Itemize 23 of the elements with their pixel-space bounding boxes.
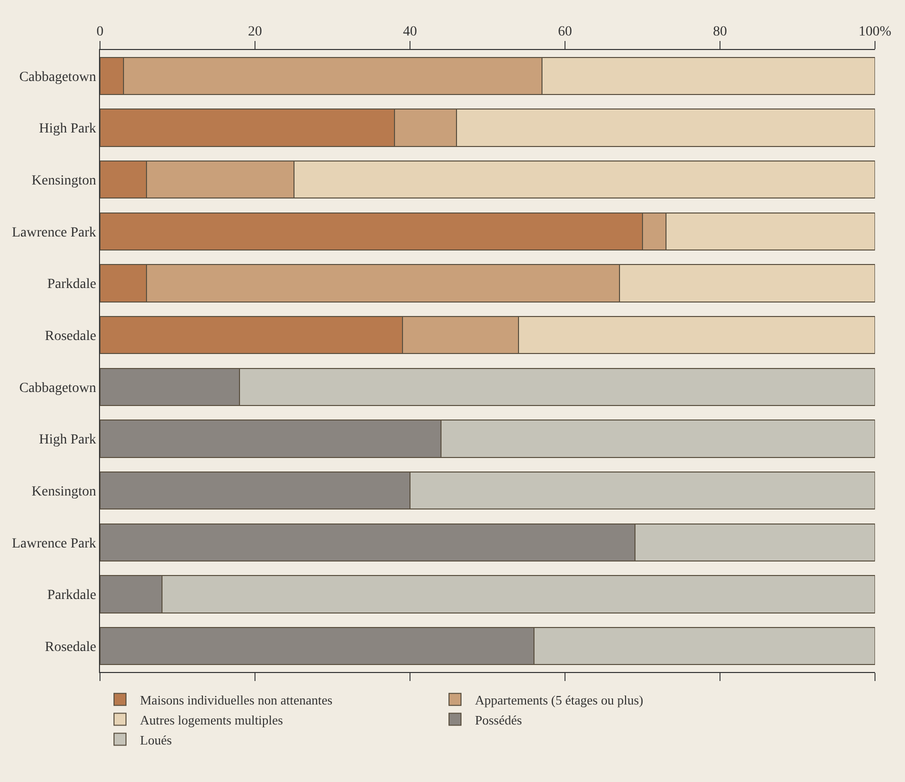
y-tick-label: Lawrence Park [12, 225, 96, 240]
legend-label: Loués [140, 732, 172, 748]
y-tick-label: Cabbagetown [19, 70, 96, 85]
y-tick-label: Rosedale [44, 640, 96, 655]
y-tick-label: Rosedale [44, 328, 96, 344]
x-tick-label: 80 [713, 24, 727, 40]
y-tick-label: Cabbagetown [19, 380, 96, 396]
legend-label: Autres logements multiples [140, 712, 283, 728]
y-tick-label: Kensington [32, 484, 96, 500]
y-tick-label: High Park [39, 122, 96, 137]
x-tick-label: 20 [248, 24, 262, 40]
y-tick-label: High Park [39, 432, 96, 448]
y-tick-label: Kensington [32, 173, 96, 188]
y-tick-label: Lawrence Park [12, 536, 96, 552]
x-tick-label: 0 [96, 24, 104, 40]
y-tick-label: Parkdale [47, 277, 96, 292]
y-tick-label: Parkdale [47, 588, 96, 604]
legend-label: Possédés [475, 712, 522, 728]
legend-label: Appartements (5 étages ou plus) [475, 692, 644, 708]
x-tick-label: 60 [558, 24, 572, 40]
legend-label: Maisons individuelles non attenantes [140, 692, 332, 708]
x-tick-label: 100% [858, 24, 892, 40]
x-tick-label: 40 [403, 24, 417, 40]
